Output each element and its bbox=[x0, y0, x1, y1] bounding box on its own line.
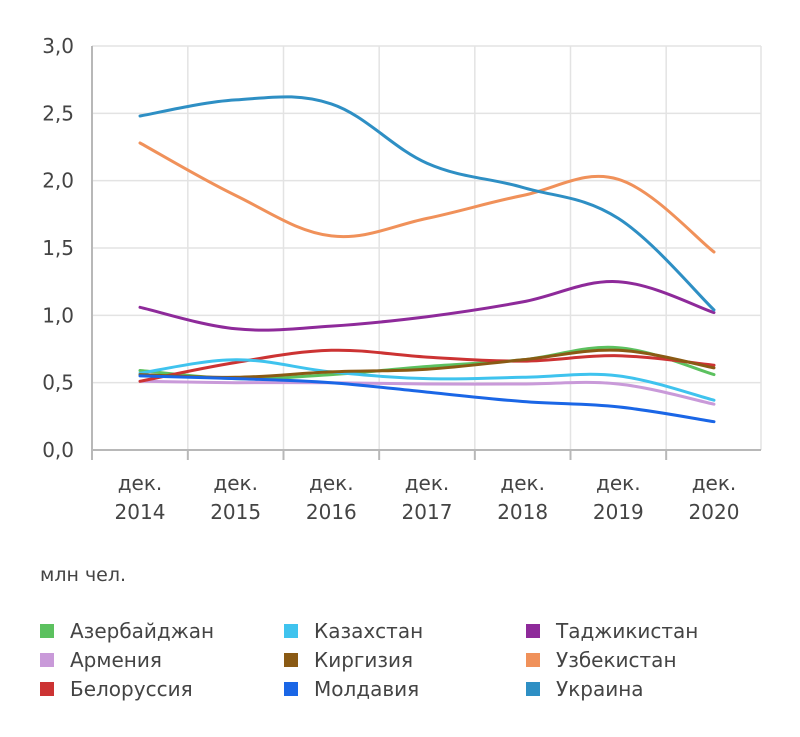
legend: Азербайджан Армения Белоруссия Казахстан Кир… bbox=[40, 619, 698, 701]
x-tick-label: 2015 bbox=[210, 500, 261, 524]
legend-label: Таджикистан bbox=[555, 619, 698, 643]
legend-swatch bbox=[40, 653, 54, 667]
x-tick-label: 2014 bbox=[115, 500, 166, 524]
legend-swatch bbox=[40, 682, 54, 696]
legend-swatch bbox=[284, 653, 298, 667]
legend-item: Армения bbox=[40, 648, 162, 672]
series-line-7 bbox=[138, 280, 716, 332]
y-tick-label: 3,0 bbox=[42, 34, 74, 58]
grid bbox=[92, 45, 762, 450]
legend-item: Украина bbox=[526, 677, 644, 701]
legend-item: Таджикистан bbox=[526, 619, 698, 643]
legend-swatch bbox=[526, 682, 540, 696]
x-tick-label: дек. bbox=[405, 471, 450, 495]
x-tick-label: дек. bbox=[213, 471, 258, 495]
legend-swatch bbox=[284, 624, 298, 638]
y-tick-label: 0,5 bbox=[42, 371, 74, 395]
legend-label: Украина bbox=[556, 677, 644, 701]
legend-item: Азербайджан bbox=[40, 619, 214, 643]
series-line-4 bbox=[138, 358, 716, 402]
series-line-8 bbox=[138, 141, 716, 254]
legend-item: Молдавия bbox=[284, 677, 419, 701]
legend-label: Казахстан bbox=[314, 619, 423, 643]
y-tick-label: 0,0 bbox=[42, 438, 74, 462]
x-tick-label: дек. bbox=[309, 471, 354, 495]
legend-item: Казахстан bbox=[284, 619, 423, 643]
y-tick-label: 1,5 bbox=[42, 236, 74, 260]
x-tick-label: 2016 bbox=[306, 500, 357, 524]
legend-swatch bbox=[284, 682, 298, 696]
legend-item: Белоруссия bbox=[40, 677, 193, 701]
legend-label: Молдавия bbox=[314, 677, 419, 701]
legend-swatch bbox=[526, 653, 540, 667]
y-tick-label: 2,0 bbox=[42, 169, 74, 193]
x-tick-label: 2018 bbox=[497, 500, 548, 524]
x-tick-label: 2019 bbox=[593, 500, 644, 524]
series-line-6 bbox=[138, 374, 716, 424]
x-tick-label: дек. bbox=[118, 471, 163, 495]
legend-item: Киргизия bbox=[284, 648, 413, 672]
y-tick-label: 2,5 bbox=[42, 101, 74, 125]
x-tick-label: 2020 bbox=[689, 500, 740, 524]
series-line-3 bbox=[138, 348, 716, 383]
legend-label: Узбекистан bbox=[556, 648, 677, 672]
legend-item: Узбекистан bbox=[526, 648, 677, 672]
legend-label: Киргизия bbox=[314, 648, 413, 672]
series-line-9 bbox=[138, 95, 716, 312]
unit-label: млн чел. bbox=[40, 564, 126, 586]
x-tick-label: дек. bbox=[692, 471, 737, 495]
axes: 0,0 0,5 1,0 1,5 2,0 2,5 3,0 дек. 2014 дек. 2015 дек… bbox=[42, 34, 761, 524]
x-tick-label: дек. bbox=[596, 471, 641, 495]
y-tick-label: 1,0 bbox=[42, 303, 74, 327]
series-line-2 bbox=[138, 379, 716, 406]
legend-label: Белоруссия bbox=[70, 677, 193, 701]
series-lines bbox=[138, 95, 716, 424]
legend-swatch bbox=[526, 624, 540, 638]
legend-label: Азербайджан bbox=[70, 619, 214, 643]
x-tick-label: 2017 bbox=[402, 500, 453, 524]
x-tick-label: дек. bbox=[500, 471, 545, 495]
legend-swatch bbox=[40, 624, 54, 638]
legend-label: Армения bbox=[70, 648, 162, 672]
